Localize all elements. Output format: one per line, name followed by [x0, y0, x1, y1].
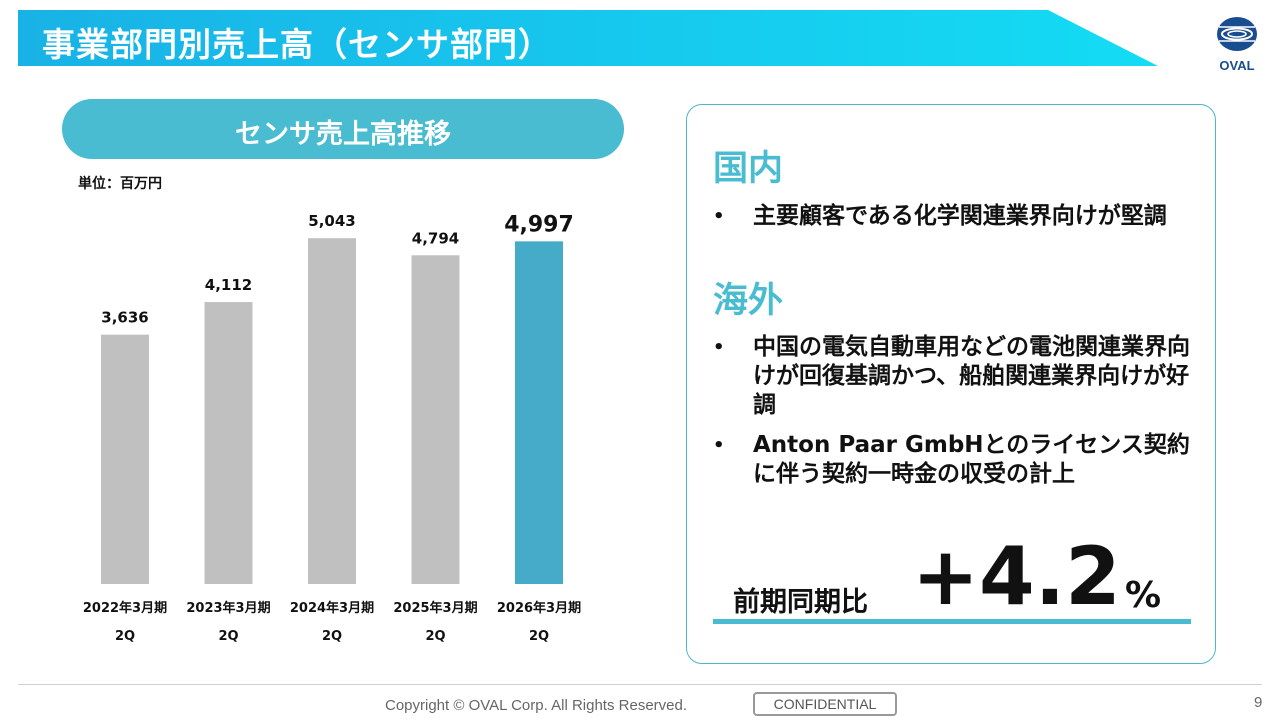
category-label-3: 2024年3月期 2Q	[277, 595, 387, 651]
category-quarter: 2Q	[425, 629, 446, 644]
category-label-4: 2025年3月期 2Q	[381, 595, 491, 651]
bar-2	[204, 302, 253, 584]
category-quarter: 2Q	[114, 629, 136, 644]
logo-text: OVAL	[1219, 58, 1255, 73]
category-label-1: 2022年3月期 2Q	[70, 595, 180, 651]
bar-4	[411, 255, 460, 585]
category-quarter: 2Q	[218, 629, 239, 644]
commentary-panel	[686, 104, 1216, 664]
title-bar: 事業部門別売上高（センサ部門）	[18, 10, 1158, 66]
oval-logo: OVAL	[1210, 12, 1264, 76]
bullet-marker: •	[713, 337, 725, 358]
page-number: 9	[1254, 694, 1263, 711]
yoy-label: 前期同期比	[733, 587, 868, 618]
category-period: 2023年3月期	[186, 601, 271, 616]
overseas-bullet-2: • Anton Paar GmbHとのライセンス契約に伴う契約一時金の収受の計上	[713, 431, 1193, 489]
yoy-unit: %	[1125, 575, 1162, 616]
bar-value-label-1: 3,636	[101, 309, 148, 327]
confidential-badge: CONFIDENTIAL	[753, 692, 897, 716]
bar-value-label-3: 5,043	[308, 212, 355, 230]
bar-3	[308, 238, 356, 585]
chart-header-pill: センサ売上高推移	[62, 99, 624, 159]
title-banner-shape	[18, 10, 1158, 66]
category-label-5: 2026年3月期 2Q	[484, 595, 594, 651]
overseas-bullet-2-text: Anton Paar GmbHとのライセンス契約に伴う契約一時金の収受の計上	[753, 432, 1190, 487]
yoy-value: +4.2	[912, 530, 1121, 623]
bullet-marker: •	[713, 435, 725, 456]
bar-chart: 3,636 4,112 5,043 4,794 4,997	[101, 212, 574, 585]
bar-value-label-4: 4,794	[412, 229, 459, 247]
bar-5	[515, 241, 563, 584]
category-quarter: 2Q	[321, 629, 343, 644]
footer-divider	[18, 684, 1262, 685]
domestic-bullet-text: 主要顧客である化学関連業界向けが堅調	[753, 203, 1167, 229]
bar-1	[101, 334, 149, 584]
logo-emblem-icon	[1217, 17, 1257, 51]
overseas-bullet-1-text: 中国の電気自動車用などの電池関連業界向けが回復基調かつ、船舶関連業界向けが好調	[753, 334, 1190, 418]
bullet-marker: •	[713, 206, 725, 227]
copyright-text: Copyright © OVAL Corp. All Rights Reserv…	[385, 697, 688, 714]
chart-header-text: センサ売上高推移	[235, 119, 451, 150]
bar-value-label-2: 4,112	[205, 276, 252, 294]
chart-unit-label: 単位：百万円	[78, 176, 162, 192]
bar-value-label-5: 4,997	[504, 212, 574, 237]
overseas-bullet-1: • 中国の電気自動車用などの電池関連業界向けが回復基調かつ、船舶関連業界向けが好…	[713, 333, 1193, 420]
domestic-heading: 国内	[713, 149, 784, 189]
slide-title: 事業部門別売上高（センサ部門）	[42, 25, 552, 64]
overseas-heading: 海外	[713, 281, 784, 321]
category-period: 2024年3月期	[289, 601, 375, 616]
yoy-underline	[713, 619, 1191, 624]
category-label-2: 2023年3月期 2Q	[174, 595, 284, 651]
category-period: 2026年3月期	[496, 601, 582, 616]
category-period: 2022年3月期	[82, 601, 168, 616]
category-period: 2025年3月期	[393, 601, 478, 616]
category-quarter: 2Q	[528, 629, 550, 644]
domestic-bullet: • 主要顧客である化学関連業界向けが堅調	[713, 202, 1193, 231]
